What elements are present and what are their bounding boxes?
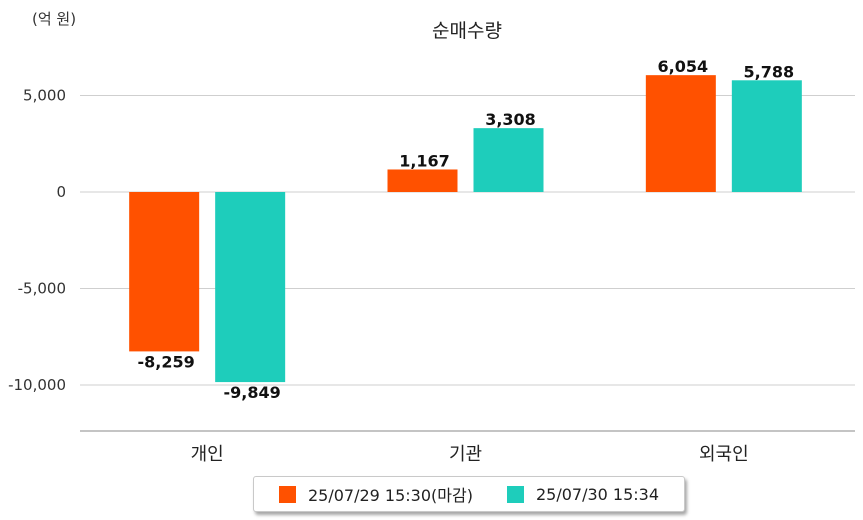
data-label: 5,788	[744, 62, 795, 81]
data-label: 6,054	[658, 57, 709, 76]
y-tick-label: 5,000	[23, 87, 66, 105]
legend: 25/07/29 15:30(마감) 25/07/30 15:34	[253, 476, 685, 512]
bar	[129, 192, 200, 352]
x-tick-label: 외국인	[699, 444, 749, 465]
legend-item-series-2[interactable]: 25/07/30 15:34	[506, 484, 660, 504]
x-tick-label: 개인	[191, 444, 224, 465]
chart-title: 순매수량	[432, 20, 502, 42]
legend-swatch	[506, 485, 524, 503]
data-label: -8,259	[138, 352, 195, 371]
data-label: -9,849	[224, 383, 281, 402]
legend-item-series-1[interactable]: 25/07/29 15:30(마감)	[278, 482, 473, 506]
legend-swatch	[278, 485, 296, 503]
y-tick-label: -5,000	[18, 280, 66, 298]
legend-label: 25/07/30 15:34	[535, 484, 660, 504]
bar	[473, 128, 544, 192]
data-label: 1,167	[399, 151, 450, 170]
y-tick-label: 0	[56, 183, 66, 201]
y-axis-ticks: 5,000 0 -5,000 -10,000	[8, 87, 66, 395]
data-label: 3,308	[485, 110, 536, 129]
legend-label: 25/07/29 15:30(마감)	[307, 486, 473, 505]
x-tick-label: 기관	[449, 444, 482, 465]
data-labels: -8,259 -9,849 1,167 3,308 6,054 5,788	[138, 57, 795, 402]
gridlines	[80, 95, 855, 386]
unit-label: (억 원)	[32, 10, 77, 28]
bar	[215, 192, 286, 383]
bar	[387, 169, 458, 192]
bar	[645, 75, 716, 192]
bars	[129, 75, 802, 383]
x-axis-ticks: 개인 기관 외국인	[191, 444, 749, 465]
bar	[731, 80, 802, 192]
y-tick-label: -10,000	[8, 376, 66, 394]
